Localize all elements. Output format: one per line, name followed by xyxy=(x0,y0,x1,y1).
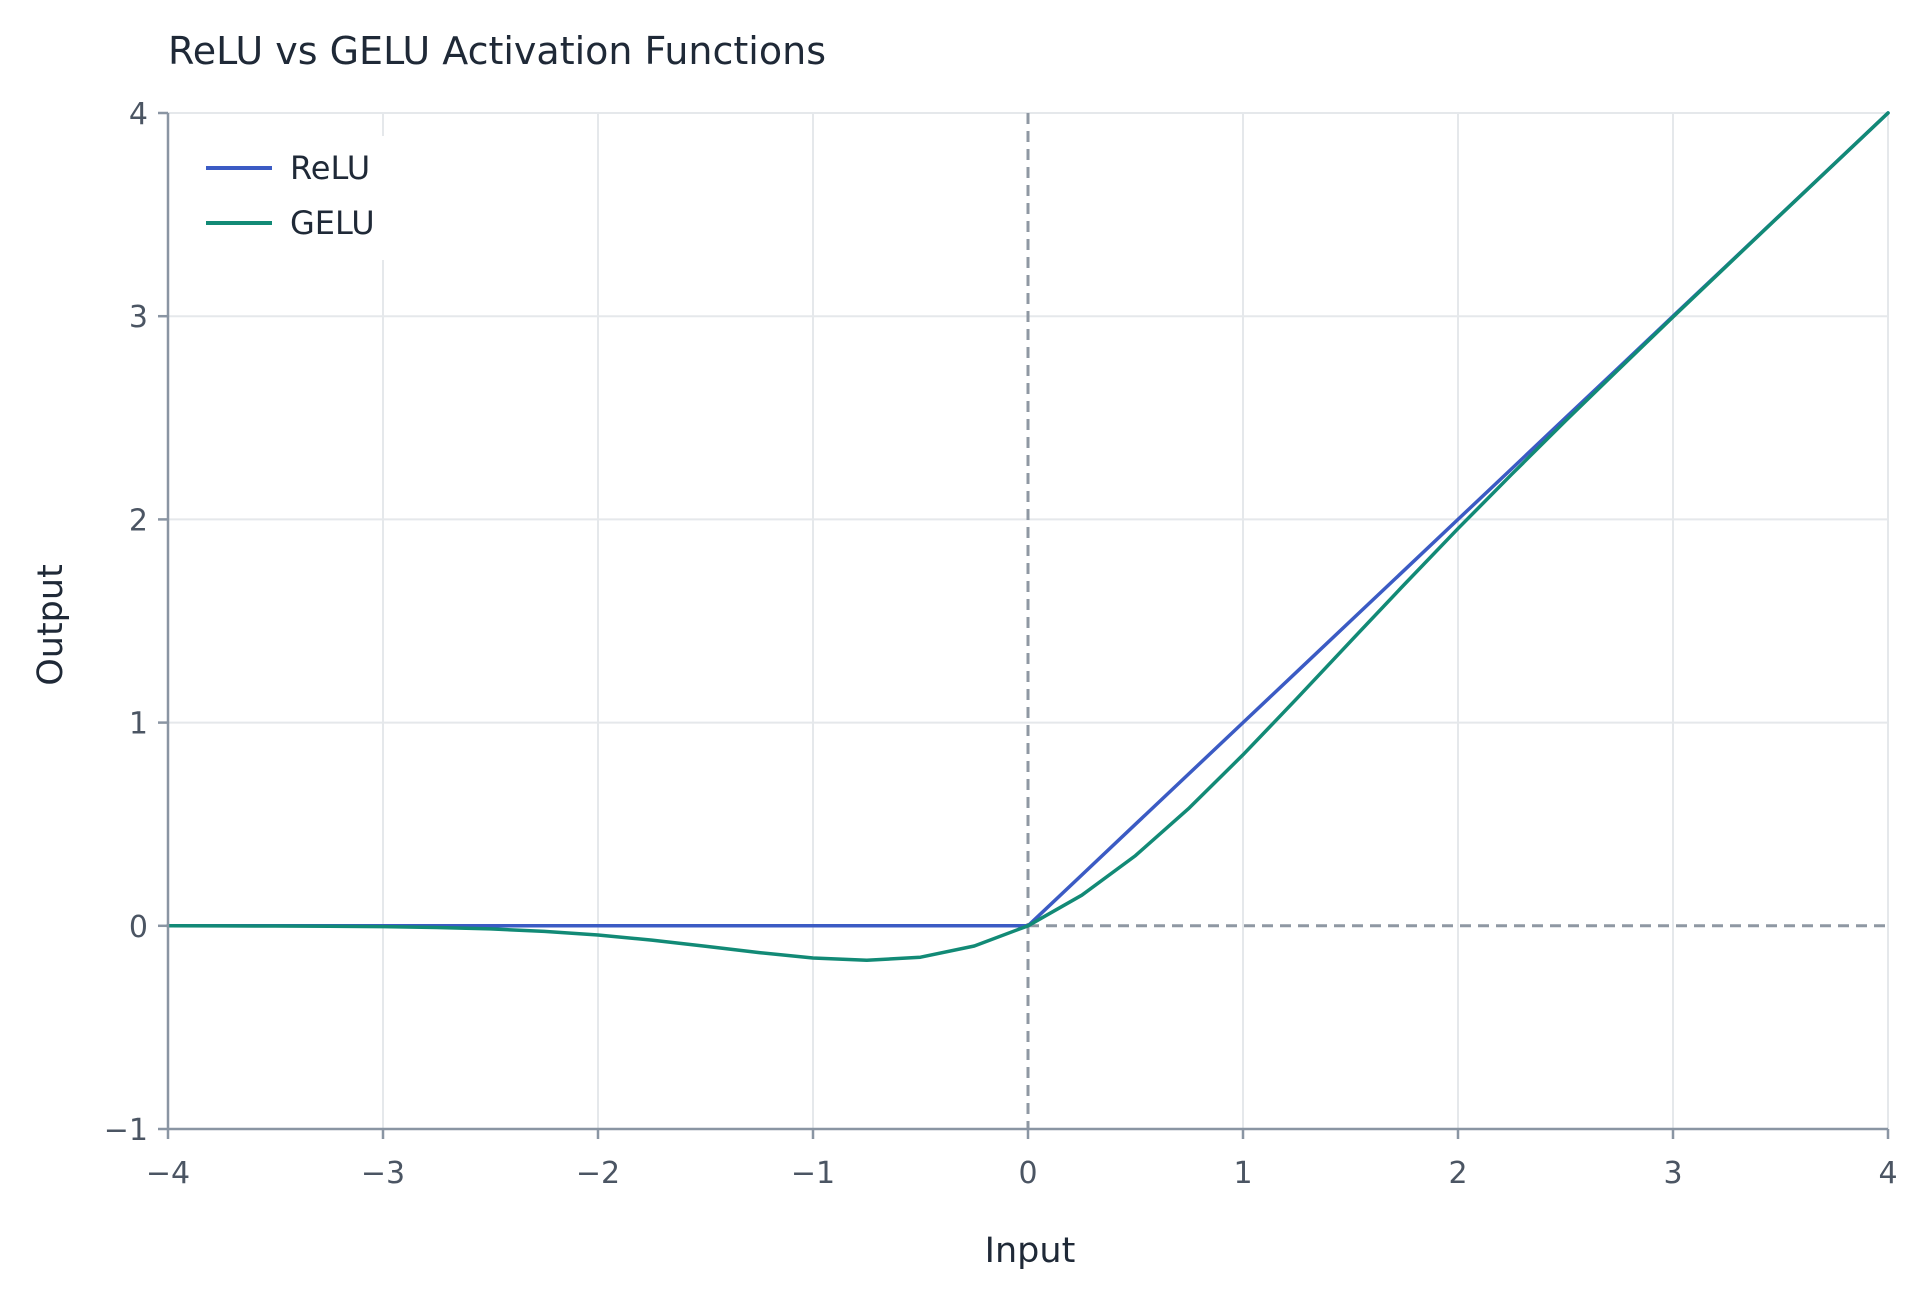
x-tick-label-7: 3 xyxy=(1663,1156,1682,1191)
reference-lines xyxy=(1026,113,1888,1129)
x-tick-label-8: 4 xyxy=(1878,1156,1897,1191)
chart-title: ReLU vs GELU Activation Functions xyxy=(168,29,826,73)
x-tick-label-4: 0 xyxy=(1018,1156,1037,1191)
axes xyxy=(158,111,1890,1139)
x-tick-label-5: 1 xyxy=(1233,1156,1252,1191)
legend: ReLU GELU xyxy=(192,136,392,260)
y-tick-label-5: 4 xyxy=(129,97,148,132)
y-tick-label-4: 3 xyxy=(129,300,148,335)
legend-label-gelu: GELU xyxy=(290,204,375,242)
series-line-gelu xyxy=(166,111,1890,963)
series-lines xyxy=(166,111,1890,963)
x-tick-label-2: −2 xyxy=(576,1156,620,1191)
x-tick-label-0: −4 xyxy=(146,1156,190,1191)
y-tick-label-0: −1 xyxy=(104,1113,148,1148)
x-axis-label: Input xyxy=(985,1231,1076,1271)
legend-label-relu: ReLU xyxy=(290,149,370,187)
y-axis-label: Output xyxy=(31,564,71,686)
x-tick-label-3: −1 xyxy=(791,1156,835,1191)
y-tick-label-1: 0 xyxy=(129,910,148,945)
tick-labels: −4 −3 −2 −1 0 1 2 3 4 −1 0 1 2 3 4 xyxy=(104,97,1898,1191)
x-tick-label-6: 2 xyxy=(1448,1156,1467,1191)
x-tick-label-1: −3 xyxy=(361,1156,405,1191)
legend-box xyxy=(192,136,392,260)
y-tick-label-2: 1 xyxy=(129,707,148,742)
y-tick-label-3: 2 xyxy=(129,503,148,538)
